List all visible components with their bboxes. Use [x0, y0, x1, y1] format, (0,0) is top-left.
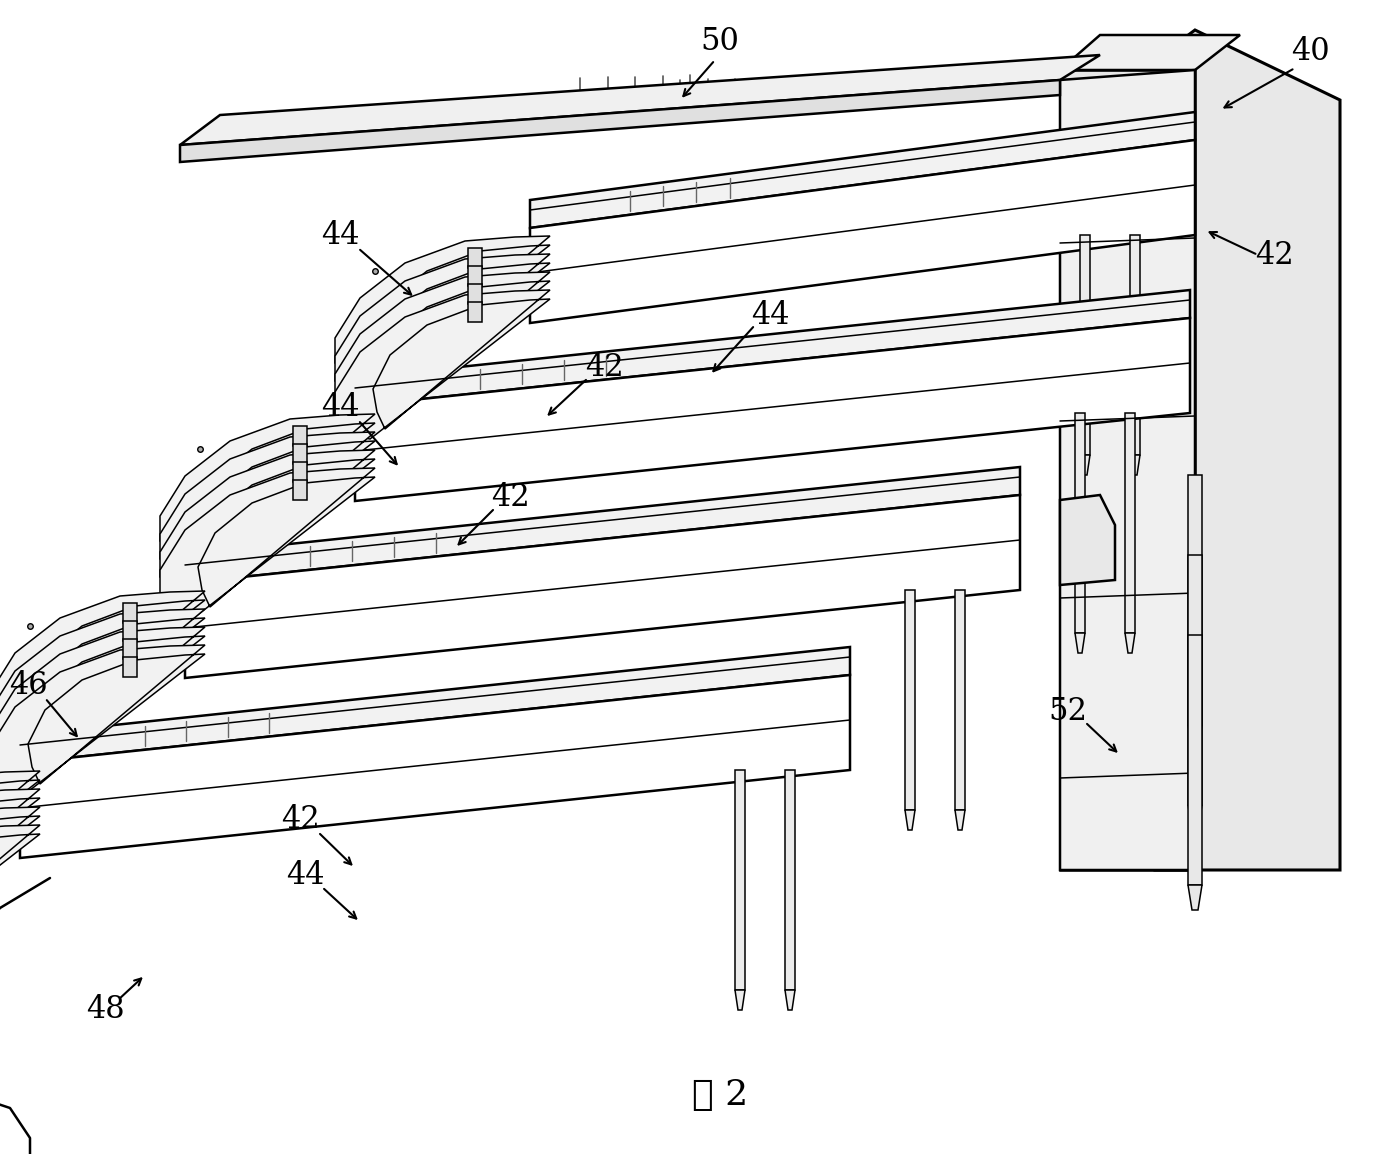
Polygon shape [1075, 634, 1085, 653]
Text: 50: 50 [700, 27, 739, 58]
Text: 42: 42 [1256, 240, 1295, 270]
Polygon shape [0, 627, 206, 775]
Polygon shape [468, 267, 482, 286]
Text: 42: 42 [490, 482, 529, 514]
Text: 42: 42 [586, 352, 625, 383]
Polygon shape [1188, 805, 1201, 830]
Polygon shape [1060, 35, 1240, 70]
Polygon shape [293, 480, 307, 500]
Polygon shape [468, 248, 482, 268]
Polygon shape [1188, 475, 1201, 725]
Polygon shape [293, 444, 307, 464]
Polygon shape [531, 112, 1195, 228]
Text: 44: 44 [321, 392, 360, 424]
Polygon shape [1075, 413, 1085, 634]
Polygon shape [356, 290, 1190, 406]
Polygon shape [785, 770, 795, 990]
Polygon shape [906, 590, 915, 810]
Polygon shape [0, 609, 206, 758]
Polygon shape [1081, 235, 1090, 455]
Polygon shape [335, 290, 550, 439]
Polygon shape [0, 807, 40, 956]
Polygon shape [735, 770, 745, 990]
Polygon shape [1131, 235, 1140, 455]
Polygon shape [124, 604, 138, 623]
Polygon shape [1188, 555, 1201, 805]
Polygon shape [468, 302, 482, 322]
Polygon shape [906, 810, 915, 830]
Polygon shape [1060, 70, 1195, 870]
Polygon shape [335, 272, 550, 421]
Text: 52: 52 [1049, 697, 1088, 727]
Polygon shape [1060, 70, 1195, 870]
Polygon shape [160, 450, 375, 599]
Polygon shape [1188, 725, 1201, 750]
Text: 44: 44 [286, 860, 324, 891]
Text: 图 2: 图 2 [692, 1078, 749, 1112]
Polygon shape [956, 590, 965, 810]
Polygon shape [1060, 495, 1115, 585]
Polygon shape [185, 495, 1020, 679]
Polygon shape [1131, 455, 1140, 475]
Polygon shape [124, 621, 138, 640]
Polygon shape [293, 462, 307, 482]
Polygon shape [1188, 885, 1201, 911]
Polygon shape [160, 469, 375, 617]
Polygon shape [1125, 634, 1135, 653]
Polygon shape [160, 414, 375, 563]
Polygon shape [181, 55, 1100, 145]
Polygon shape [531, 140, 1195, 323]
Polygon shape [335, 254, 550, 403]
Polygon shape [0, 645, 206, 794]
Polygon shape [0, 825, 40, 974]
Polygon shape [1156, 30, 1340, 870]
Polygon shape [1081, 455, 1090, 475]
Polygon shape [124, 657, 138, 677]
Polygon shape [181, 80, 1060, 162]
Polygon shape [0, 591, 206, 740]
Text: 44: 44 [750, 300, 789, 330]
Polygon shape [160, 432, 375, 580]
Polygon shape [0, 789, 40, 938]
Polygon shape [293, 426, 307, 445]
Polygon shape [1125, 413, 1135, 634]
Polygon shape [124, 639, 138, 659]
Polygon shape [785, 990, 795, 1010]
Polygon shape [956, 810, 965, 830]
Polygon shape [19, 675, 850, 859]
Polygon shape [468, 284, 482, 304]
Text: 44: 44 [321, 219, 360, 250]
Text: 42: 42 [281, 804, 319, 835]
Polygon shape [185, 467, 1020, 583]
Text: 46: 46 [8, 669, 47, 700]
Polygon shape [356, 319, 1190, 501]
Text: 48: 48 [86, 995, 124, 1026]
Polygon shape [335, 237, 550, 385]
Polygon shape [1188, 635, 1201, 885]
Polygon shape [19, 647, 850, 763]
Text: 40: 40 [1290, 37, 1329, 67]
Polygon shape [735, 990, 745, 1010]
Polygon shape [0, 771, 40, 920]
